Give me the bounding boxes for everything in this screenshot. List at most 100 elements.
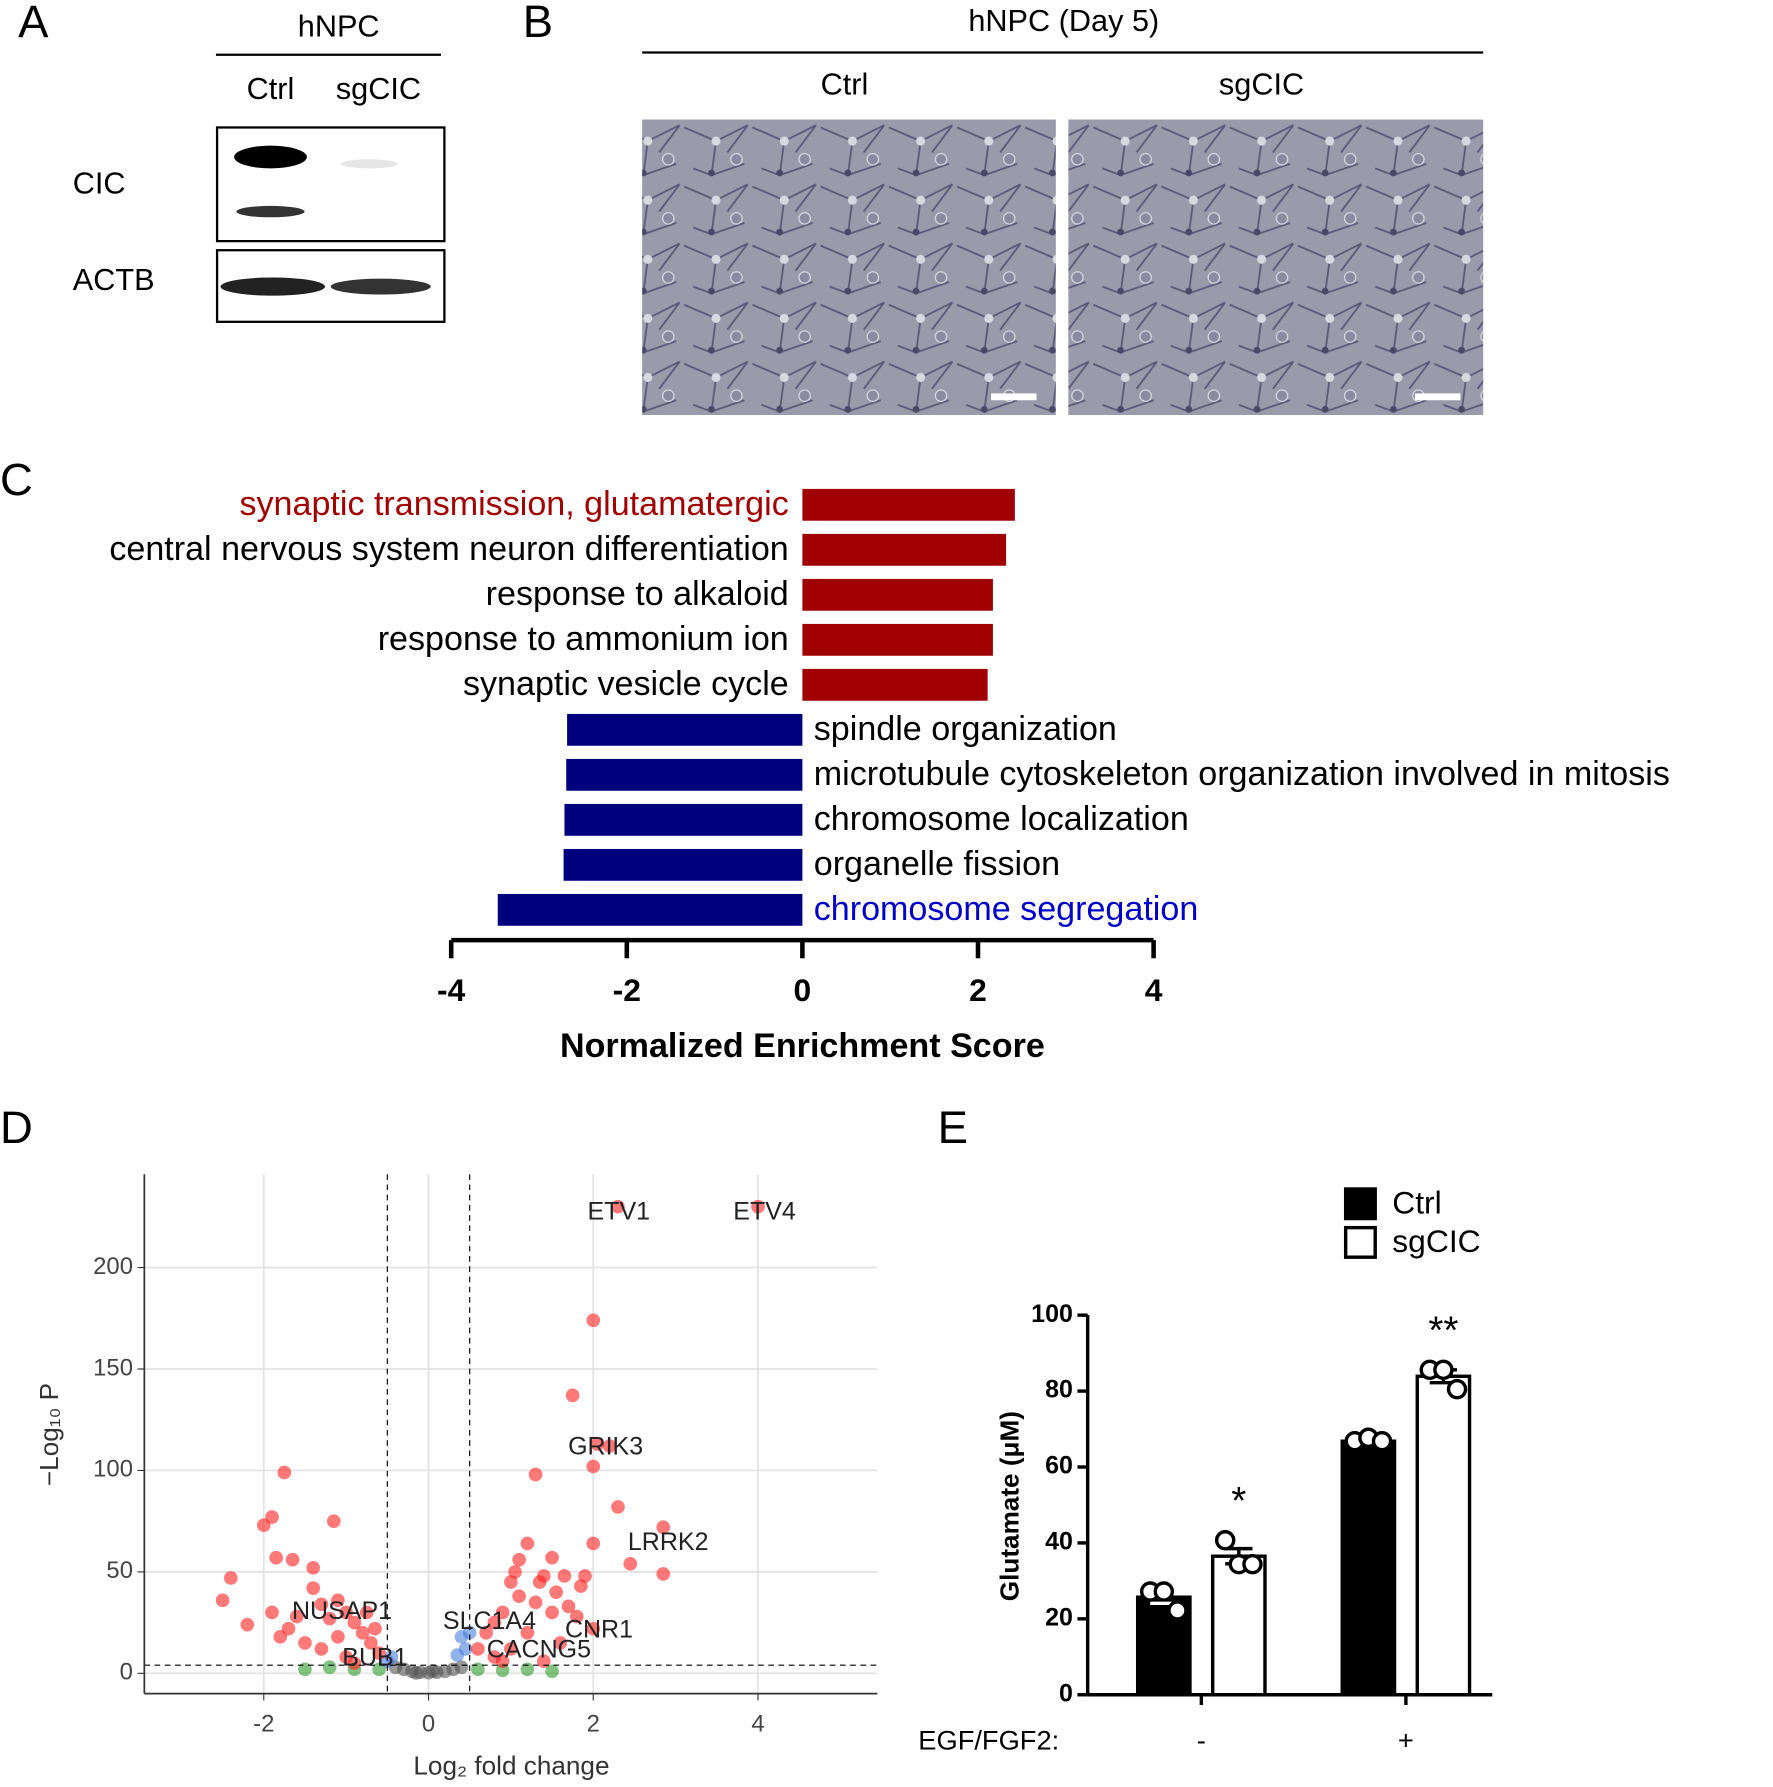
- gene-label: BUB1: [342, 1644, 407, 1672]
- gene-label: ETV4: [733, 1197, 796, 1225]
- point: [520, 1536, 535, 1551]
- y-tick-label: 50: [106, 1557, 133, 1584]
- replicate-point: [1214, 1530, 1236, 1551]
- legend-label: sgCIC: [1392, 1223, 1480, 1259]
- category-label: response to ammonium ion: [378, 620, 789, 658]
- point: [586, 1621, 601, 1636]
- panel-label: D: [0, 1102, 33, 1153]
- y-tick-label: 100: [1031, 1300, 1073, 1328]
- point: [331, 1593, 345, 1608]
- point: [314, 1642, 329, 1656]
- point: [425, 1664, 440, 1678]
- y-axis-title: Glutamate (μM): [994, 1411, 1024, 1601]
- point: [545, 1605, 559, 1620]
- y-tick-label: 40: [1045, 1528, 1073, 1556]
- point: [586, 1536, 601, 1551]
- replicate-point: [1371, 1430, 1393, 1452]
- legend-swatch: [1343, 1225, 1377, 1259]
- point: [355, 1625, 370, 1640]
- gene-label: CACNG5: [487, 1636, 591, 1664]
- image-header: hNPC (Day 5): [968, 3, 1159, 38]
- point: [306, 1581, 321, 1595]
- band: [234, 145, 307, 169]
- point: [269, 1550, 283, 1565]
- category-label: spindle organization: [814, 710, 1117, 748]
- bar: [564, 803, 803, 836]
- y-tick-label: 100: [93, 1456, 133, 1483]
- x-tick-label: +: [1398, 1725, 1414, 1756]
- micrograph: [1068, 119, 1484, 416]
- point: [528, 1595, 543, 1610]
- panel-label: E: [938, 1102, 968, 1153]
- point: [553, 1636, 568, 1650]
- gene-label: NUSAP1: [292, 1597, 392, 1625]
- category-label: synaptic transmission, glutamatergic: [239, 485, 788, 523]
- panel-label: C: [0, 454, 33, 505]
- x-tick-label: -2: [253, 1711, 274, 1738]
- category-label: central nervous system neuron differenti…: [109, 530, 788, 568]
- category-label: synaptic vesicle cycle: [463, 665, 789, 703]
- point: [565, 1388, 580, 1403]
- point: [265, 1605, 279, 1620]
- point: [528, 1467, 543, 1482]
- x-tick-label: 2: [587, 1711, 600, 1738]
- category-label: response to alkaloid: [486, 575, 789, 613]
- point: [479, 1625, 493, 1640]
- lane-label: Ctrl: [247, 71, 295, 106]
- point: [611, 1500, 625, 1514]
- point: [298, 1662, 312, 1677]
- x-axis-title: Log₂ fold change: [413, 1750, 609, 1780]
- point: [322, 1660, 337, 1675]
- point: [549, 1585, 563, 1599]
- point: [298, 1636, 312, 1650]
- point: [240, 1617, 255, 1632]
- point: [277, 1465, 292, 1480]
- point: [409, 1666, 423, 1680]
- bar: [566, 758, 803, 791]
- gene-label: SLC1A4: [443, 1607, 536, 1635]
- blot-header: hNPC: [298, 9, 380, 44]
- band: [236, 205, 305, 218]
- gene-label: GRIK3: [568, 1433, 643, 1461]
- y-axis-title: −Log₁₀ P: [34, 1383, 64, 1486]
- lane-label: sgCIC: [336, 71, 421, 106]
- scale-bar: [1414, 393, 1461, 401]
- legend-swatch: [1343, 1187, 1377, 1221]
- bar: [802, 623, 993, 656]
- point: [462, 1625, 477, 1640]
- point: [347, 1656, 362, 1671]
- scale-bar: [991, 393, 1037, 401]
- x-tick-label: 0: [794, 972, 812, 1008]
- point: [339, 1605, 353, 1620]
- x-tick-label: 2: [969, 972, 987, 1008]
- replicate-point: [1242, 1553, 1263, 1575]
- point: [557, 1569, 572, 1583]
- point: [364, 1636, 378, 1650]
- band: [340, 159, 398, 169]
- row-label: ACTB: [73, 262, 155, 297]
- bar: [802, 533, 1007, 566]
- y-tick-label: 20: [1045, 1603, 1073, 1631]
- point: [450, 1648, 465, 1662]
- legend-label: Ctrl: [1392, 1184, 1441, 1220]
- category-label: chromosome segregation: [814, 890, 1199, 928]
- point: [545, 1550, 559, 1565]
- point: [751, 1199, 765, 1214]
- point: [578, 1569, 592, 1583]
- x-tick-label: -4: [437, 972, 466, 1008]
- x-tick-label: 0: [422, 1711, 435, 1738]
- point: [331, 1629, 345, 1644]
- x-tick-label: 4: [751, 1711, 764, 1738]
- point: [215, 1593, 230, 1608]
- point: [285, 1552, 300, 1567]
- point: [314, 1597, 329, 1612]
- x-tick-label: -2: [613, 972, 641, 1008]
- x-tick-label: -: [1197, 1725, 1206, 1756]
- band: [220, 277, 326, 296]
- x-axis-title: EGF/FGF2:: [918, 1725, 1059, 1756]
- significance: **: [1428, 1310, 1458, 1353]
- point: [512, 1589, 526, 1604]
- band: [330, 278, 431, 295]
- gene-label: LRRK2: [628, 1528, 709, 1556]
